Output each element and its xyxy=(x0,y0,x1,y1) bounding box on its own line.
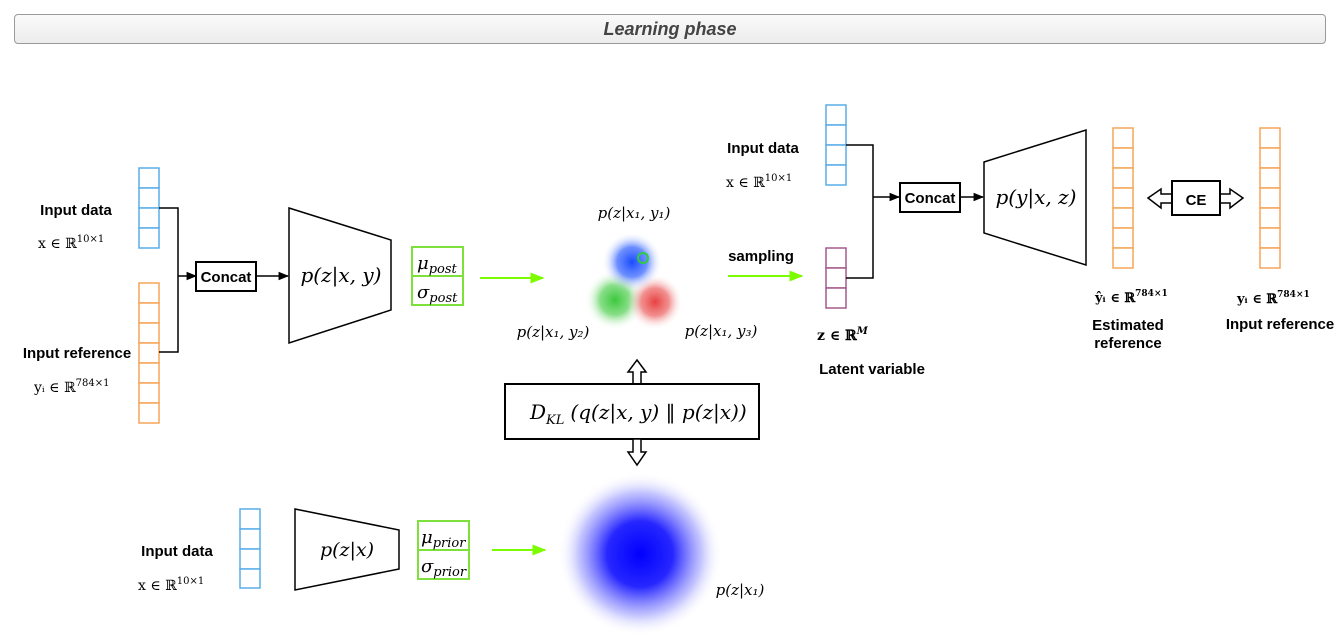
x-dim-label-3: x ∈ ℝ10×1 xyxy=(138,576,204,594)
input-data-vector-3 xyxy=(239,508,261,589)
concat-box-2: Concat xyxy=(899,182,961,213)
connector-to-concat-2 xyxy=(846,144,901,279)
mu-post: μpost xyxy=(417,253,458,277)
input-reference-label-1: Input reference xyxy=(23,345,131,362)
x-dim-label-1: x ∈ ℝ10×1 xyxy=(38,234,104,252)
estimated-reference-vector xyxy=(1112,127,1134,269)
svg-text:DKL(q(z|x, y) ‖ p(z|x)): DKL (q(z|x, y) ‖ p(z|x)) xyxy=(529,400,747,428)
svg-text:Concat: Concat xyxy=(905,190,956,207)
svg-text:CE: CE xyxy=(1186,192,1207,209)
posterior-encoder: p(z|x, y) xyxy=(288,206,392,345)
page-title: Learning phase xyxy=(603,19,737,39)
svg-text:p(y|x, z): p(y|x, z) xyxy=(996,185,1077,210)
latent-variable-vector xyxy=(825,247,847,309)
z-dim-label: z ∈ ℝM xyxy=(817,326,869,344)
concat-box-1: Concat xyxy=(195,261,257,292)
sampling-label: sampling xyxy=(728,248,794,265)
title-bar: Learning phase xyxy=(14,14,1326,44)
posterior-distributions xyxy=(585,232,683,330)
kl-up-arrow xyxy=(626,358,648,385)
prior-encoder: p(z|x) xyxy=(294,508,400,591)
svg-text:Concat: Concat xyxy=(201,269,252,286)
sigma-prior: σprior xyxy=(421,556,467,580)
ce-loss-box: CE xyxy=(1171,180,1221,216)
input-reference-vector-1 xyxy=(138,282,160,424)
sigma-post: σpost xyxy=(417,282,458,306)
yhat-dim-label: ŷᵢ ∈ ℝ784×1 xyxy=(1094,289,1168,306)
estimated-reference-label-2: reference xyxy=(1094,335,1162,352)
input-data-vector-2 xyxy=(825,104,847,186)
decoder: p(y|x, z) xyxy=(983,128,1087,267)
y-dim-label-1: yᵢ ∈ ℝ784×1 xyxy=(33,378,109,396)
input-data-label-3: Input data xyxy=(141,543,213,560)
estimated-reference-label-1: Estimated xyxy=(1092,317,1164,334)
svg-text:p(z|x): p(z|x) xyxy=(320,539,374,561)
posterior-params-box: μpost σpost xyxy=(411,246,464,306)
p-z-x1-label: p(z|x₁) xyxy=(716,581,765,599)
input-data-vector-1 xyxy=(138,167,160,249)
p-z-x1-y1-label: p(z|x₁, y₁) xyxy=(598,204,671,222)
sample-point-marker xyxy=(637,252,649,264)
mu-prior: μprior xyxy=(421,527,466,551)
input-data-label-1: Input data xyxy=(40,202,112,219)
input-data-label-2: Input data xyxy=(727,140,799,157)
connector-inputs-to-concat-1 xyxy=(159,207,198,353)
x-dim-label-2: x ∈ ℝ10×1 xyxy=(726,173,792,191)
yi-dim-label: yᵢ ∈ ℝ784×1 xyxy=(1236,290,1310,307)
prior-distribution-blob xyxy=(558,472,722,636)
p-z-x1-y2-label: p(z|x₁, y₂) xyxy=(517,323,590,341)
input-reference-label-2: Input reference xyxy=(1226,316,1334,333)
p-z-x1-y3-label: p(z|x₁, y₃) xyxy=(685,322,758,340)
svg-text:p(z|x, y): p(z|x, y) xyxy=(301,263,382,288)
kl-down-arrow xyxy=(626,438,648,467)
blob-blue xyxy=(602,232,662,292)
latent-variable-label: Latent variable xyxy=(819,361,925,378)
prior-params-box: μprior σprior xyxy=(417,520,470,580)
kl-divergence-box: DKL (q(z|x, y) ‖ p(z|x)) xyxy=(504,383,760,440)
input-reference-vector-2 xyxy=(1259,127,1281,269)
